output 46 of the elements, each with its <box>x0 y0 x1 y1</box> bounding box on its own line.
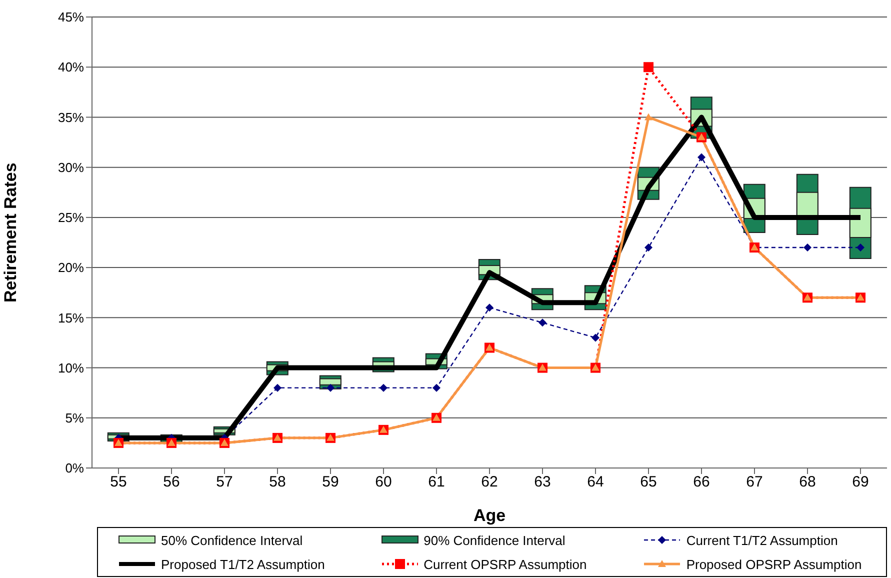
y-tick-label: 40% <box>58 60 84 75</box>
point <box>326 384 334 392</box>
point <box>856 244 864 252</box>
x-tick-label: 57 <box>216 474 233 491</box>
x-tick-label: 65 <box>640 474 657 491</box>
point <box>538 318 546 327</box>
point <box>644 62 654 72</box>
legend-label: Current OPSRP Assumption <box>424 556 587 572</box>
x-tick-label: 59 <box>322 474 339 491</box>
point <box>486 304 494 312</box>
x-tick-label: 55 <box>110 474 127 491</box>
point <box>592 334 600 342</box>
y-tick-label: 30% <box>58 160 84 175</box>
legend-label: Proposed OPSRP Assumption <box>686 556 862 572</box>
point <box>698 153 706 162</box>
y-tick-label: 35% <box>58 110 84 125</box>
x-tick-label: 64 <box>587 474 604 491</box>
y-tick-label: 45% <box>58 10 84 25</box>
x-tick-label: 67 <box>746 474 763 491</box>
y-tick-label: 10% <box>58 360 84 376</box>
point <box>380 384 388 392</box>
x-tick-label: 69 <box>852 474 869 491</box>
y-tick-label: 0% <box>65 460 84 476</box>
point <box>432 384 440 392</box>
x-tick-label: 60 <box>375 474 392 491</box>
point <box>274 384 282 392</box>
x-tick-label: 66 <box>693 474 710 491</box>
y-tick-label: 5% <box>65 410 84 426</box>
legend-label: Proposed T1/T2 Assumption <box>161 556 325 572</box>
point <box>804 244 812 252</box>
point <box>644 113 652 120</box>
y-tick-label: 15% <box>58 310 84 326</box>
legend-label: Current T1/T2 Assumption <box>686 532 838 548</box>
x-tick-label: 62 <box>481 474 498 491</box>
y-axis-title: Retirement Rates <box>1 162 20 302</box>
legend-label: 90% Confidence Interval <box>424 532 566 548</box>
y-tick-label: 25% <box>58 210 84 226</box>
point <box>644 244 652 252</box>
x-tick-label: 63 <box>534 474 551 491</box>
x-tick-label: 56 <box>163 474 180 491</box>
y-tick-label: 20% <box>58 260 84 276</box>
x-axis-title: Age <box>473 506 506 525</box>
x-tick-label: 68 <box>799 474 816 491</box>
x-tick-label: 61 <box>428 474 445 491</box>
legend-label: 50% Confidence Interval <box>161 532 303 548</box>
x-tick-label: 58 <box>269 474 286 491</box>
